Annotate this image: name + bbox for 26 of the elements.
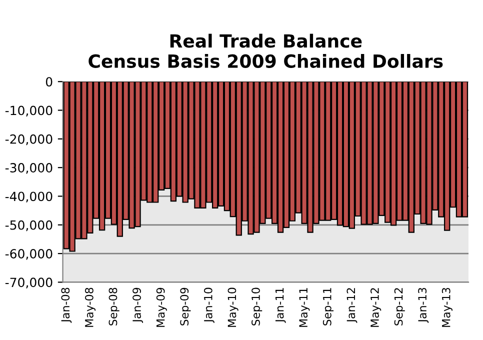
y-tick-label: -70,000 bbox=[5, 278, 52, 288]
y-tick-label: -30,000 bbox=[5, 163, 52, 174]
y-tick-label: -60,000 bbox=[5, 249, 52, 260]
chart-title: Real Trade Balance Census Basis 2009 Chained Dollars bbox=[88, 34, 443, 68]
y-tick-label: -40,000 bbox=[5, 192, 52, 202]
x-tick-label: May-11 bbox=[299, 288, 310, 327]
x-tick-label: May-13 bbox=[442, 288, 452, 327]
x-tick-label: Jan-08 bbox=[61, 288, 72, 323]
x-tick-label: May-09 bbox=[156, 288, 167, 327]
y-tick-label: -50,000 bbox=[5, 220, 52, 232]
x-tick-label: Sep-12 bbox=[394, 288, 405, 326]
x-tick-label: Jan-11 bbox=[275, 288, 286, 323]
x-tick-label: Sep-11 bbox=[322, 288, 334, 326]
x-tick-label: Jan-12 bbox=[346, 288, 358, 323]
y-tick-label: 0 bbox=[46, 77, 52, 87]
y-tick-label: -10,000 bbox=[5, 106, 52, 116]
x-tick-label: Sep-09 bbox=[180, 288, 191, 326]
x-tick-label: Jan-13 bbox=[418, 288, 429, 323]
x-tick-label: May-10 bbox=[228, 288, 238, 327]
y-tick-label: -20,000 bbox=[5, 134, 52, 146]
x-tick-label: Sep-08 bbox=[108, 288, 120, 326]
x-tick-label: Jan-10 bbox=[204, 288, 214, 323]
x-tick-label: May-08 bbox=[84, 288, 96, 327]
x-tick-label: Jan-09 bbox=[132, 288, 144, 323]
x-tick-label: May-12 bbox=[370, 288, 382, 327]
x-tick-label: Sep-10 bbox=[252, 288, 262, 326]
